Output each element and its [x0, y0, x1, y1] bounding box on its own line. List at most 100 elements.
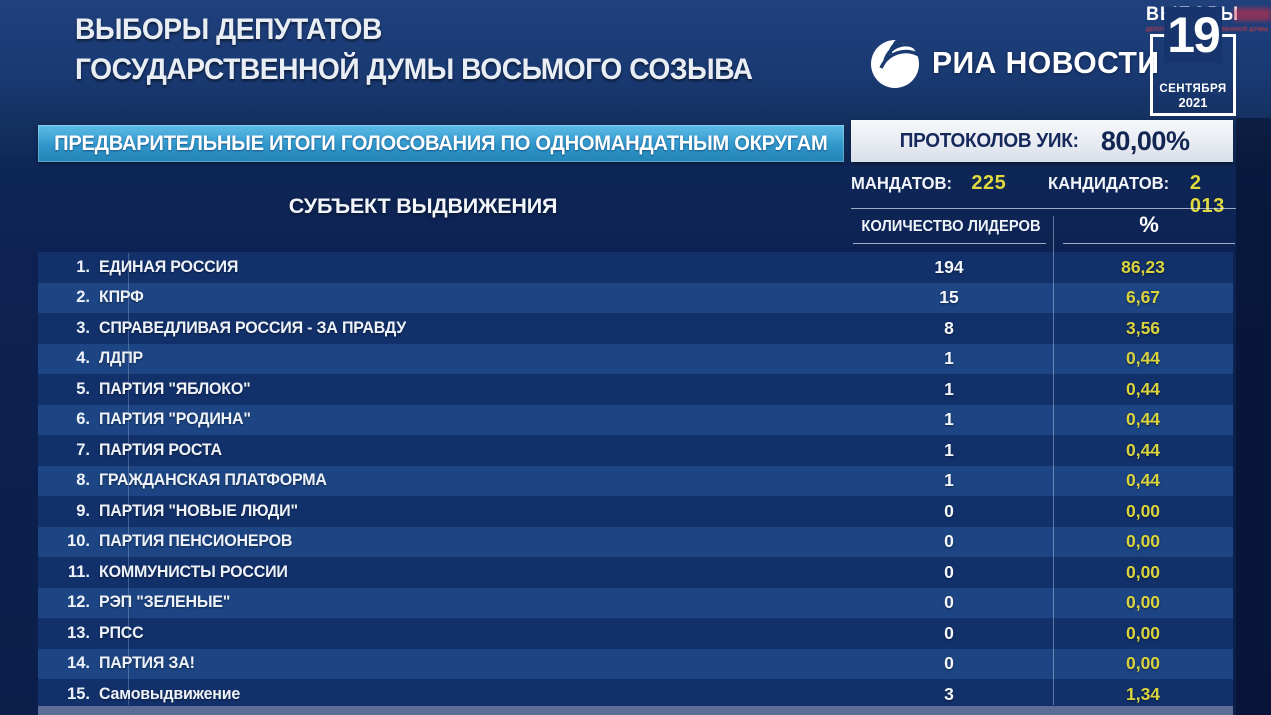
party-name: КОММУНИСТЫ РОССИИ	[99, 562, 288, 581]
leaders-count: 194	[934, 256, 964, 277]
party-cell: 15. Самовыдвижение	[38, 685, 845, 704]
party-cell: 2. КПРФ	[38, 288, 845, 307]
leaders-count: 0	[944, 653, 954, 674]
leaders-column-header: КОЛИЧЕСТВО ЛИДЕРОВ	[861, 218, 1041, 235]
table-row: 14. ПАРТИЯ ЗА! 0 0,00	[38, 648, 1233, 679]
leaders-count: 8	[944, 317, 954, 338]
leaders-count: 0	[944, 592, 954, 613]
party-cell: 9. ПАРТИЯ "НОВЫЕ ЛЮДИ"	[38, 502, 845, 521]
percent-value: 0,00	[1125, 561, 1161, 582]
table-row: 5. ПАРТИЯ "ЯБЛОКО" 1 0,44	[38, 374, 1233, 405]
party-cell: 7. ПАРТИЯ РОСТА	[38, 441, 845, 460]
party-name: ЕДИНАЯ РОССИЯ	[99, 257, 239, 276]
party-cell: 1. ЕДИНАЯ РОССИЯ	[38, 258, 845, 277]
table-row: 7. ПАРТИЯ РОСТА 1 0,44	[38, 435, 1233, 466]
badge-day: 19	[1164, 7, 1222, 63]
percent-column-divider	[1053, 216, 1054, 705]
row-number: 11.	[67, 562, 90, 581]
leaders-count: 1	[944, 348, 954, 369]
party-name: РЭП "ЗЕЛЕНЫЕ"	[99, 593, 231, 612]
party-cell: 10. ПАРТИЯ ПЕНСИОНЕРОВ	[38, 532, 845, 551]
leaders-count: 1	[944, 439, 954, 460]
number-column-divider	[128, 253, 129, 705]
leaders-count: 0	[944, 500, 954, 521]
protocols-value: 80,00%	[1100, 125, 1190, 156]
mandates-label: МАНДАТОВ:	[851, 173, 953, 193]
percent-value: 0,44	[1125, 470, 1161, 491]
results-banner: ПРЕДВАРИТЕЛЬНЫЕ ИТОГИ ГОЛОСОВАНИЯ ПО ОДН…	[38, 125, 844, 162]
table-row: 13. РПСС 0 0,00	[38, 618, 1233, 649]
row-number: 7.	[76, 440, 90, 459]
table-row: 10. ПАРТИЯ ПЕНСИОНЕРОВ 0 0,00	[38, 526, 1233, 557]
row-number: 10.	[67, 532, 90, 551]
title-line-1: ВЫБОРЫ ДЕПУТАТОВ	[75, 13, 382, 46]
percent-value: 0,00	[1125, 622, 1161, 643]
badge-year: 2021	[1178, 95, 1208, 110]
percent-value: 0,44	[1125, 378, 1161, 399]
percent-value: 0,00	[1125, 653, 1161, 674]
protocols-label: ПРОТОКОЛОВ УИК:	[899, 129, 1079, 152]
ria-novosti-logo: РИА НОВОСТИ	[868, 36, 1167, 90]
row-number: 14.	[67, 654, 90, 673]
party-name: Самовыдвижение	[99, 684, 241, 703]
table-row: 15. Самовыдвижение 3 1,34	[38, 679, 1233, 710]
leaders-count: 0	[944, 531, 954, 552]
leaders-count: 1	[944, 409, 954, 430]
table-row: 8. ГРАЖДАНСКАЯ ПЛАТФОРМА 1 0,44	[38, 465, 1233, 496]
percent-value: 3,56	[1125, 317, 1161, 338]
party-name: РПСС	[99, 623, 144, 642]
table-row: 4. ЛДПР 1 0,44	[38, 343, 1233, 374]
stats-underline	[851, 208, 1236, 209]
party-name: ГРАЖДАНСКАЯ ПЛАТФОРМА	[99, 471, 327, 490]
party-name: ПАРТИЯ "ЯБЛОКО"	[99, 379, 251, 398]
leaders-count: 0	[944, 561, 954, 582]
page-title: ВЫБОРЫ ДЕПУТАТОВ ГОСУДАРСТВЕННОЙ ДУМЫ ВО…	[75, 10, 753, 90]
percent-value: 0,00	[1125, 531, 1161, 552]
date-box: 19 СЕНТЯБРЯ 2021	[1150, 7, 1236, 116]
percent-value: 0,00	[1125, 500, 1161, 521]
row-number: 1.	[76, 257, 90, 276]
percent-value: 1,34	[1125, 683, 1161, 704]
candidates-label: КАНДИДАТОВ:	[1048, 173, 1170, 193]
row-number: 13.	[67, 623, 90, 642]
leaders-count: 3	[944, 683, 954, 704]
subject-column-header: СУБЪЕКТ ВЫДВИЖЕНИЯ	[288, 194, 558, 218]
party-cell: 12. РЭП "ЗЕЛЕНЫЕ"	[38, 593, 845, 612]
party-name: КПРФ	[99, 288, 144, 307]
mandates-value: 225	[971, 172, 1007, 194]
title-line-2: ГОСУДАРСТВЕННОЙ ДУМЫ ВОСЬМОГО СОЗЫВА	[75, 53, 753, 86]
candidates-group: КАНДИДАТОВ: 2 013	[1048, 172, 1235, 218]
banner-text: ПРЕДВАРИТЕЛЬНЫЕ ИТОГИ ГОЛОСОВАНИЯ ПО ОДН…	[54, 131, 828, 155]
party-name: ПАРТИЯ "НОВЫЕ ЛЮДИ"	[99, 501, 298, 520]
party-cell: 4. ЛДПР	[38, 349, 845, 368]
party-cell: 6. ПАРТИЯ "РОДИНА"	[38, 410, 845, 429]
percent-value: 0,44	[1125, 348, 1161, 369]
table-row: 12. РЭП "ЗЕЛЕНЫЕ" 0 0,00	[38, 587, 1233, 618]
row-number: 3.	[76, 318, 90, 337]
right-margin-band	[1236, 118, 1271, 715]
percent-header-underline	[1063, 243, 1235, 244]
percent-value: 86,23	[1121, 256, 1165, 277]
percent-column-header: %	[1139, 212, 1159, 237]
leaders-count: 1	[944, 470, 954, 491]
watermark-red-blur	[1234, 8, 1271, 21]
table-row: 1. ЕДИНАЯ РОССИЯ 194 86,23	[38, 252, 1233, 283]
row-number: 15.	[67, 684, 90, 703]
candidates-value: 2 013	[1189, 172, 1225, 217]
party-name: ЛДПР	[99, 349, 144, 368]
party-name: ПАРТИЯ РОСТА	[99, 440, 222, 459]
row-number: 6.	[76, 410, 90, 429]
brand-name: РИА НОВОСТИ	[932, 45, 1160, 80]
party-name: ПАРТИЯ "РОДИНА"	[99, 410, 251, 429]
table-row: 11. КОММУНИСТЫ РОССИИ 0 0,00	[38, 557, 1233, 588]
bottom-strip	[38, 706, 1233, 715]
row-number: 12.	[67, 593, 90, 612]
party-cell: 5. ПАРТИЯ "ЯБЛОКО"	[38, 380, 845, 399]
table-row: 3. СПРАВЕДЛИВАЯ РОССИЯ - ЗА ПРАВДУ 8 3,5…	[38, 313, 1233, 344]
party-cell: 13. РПСС	[38, 624, 845, 643]
table-row: 9. ПАРТИЯ "НОВЫЕ ЛЮДИ" 0 0,00	[38, 496, 1233, 527]
table-row: 6. ПАРТИЯ "РОДИНА" 1 0,44	[38, 404, 1233, 435]
globe-swirl-icon	[871, 38, 920, 88]
party-cell: 8. ГРАЖДАНСКАЯ ПЛАТФОРМА	[38, 471, 845, 490]
